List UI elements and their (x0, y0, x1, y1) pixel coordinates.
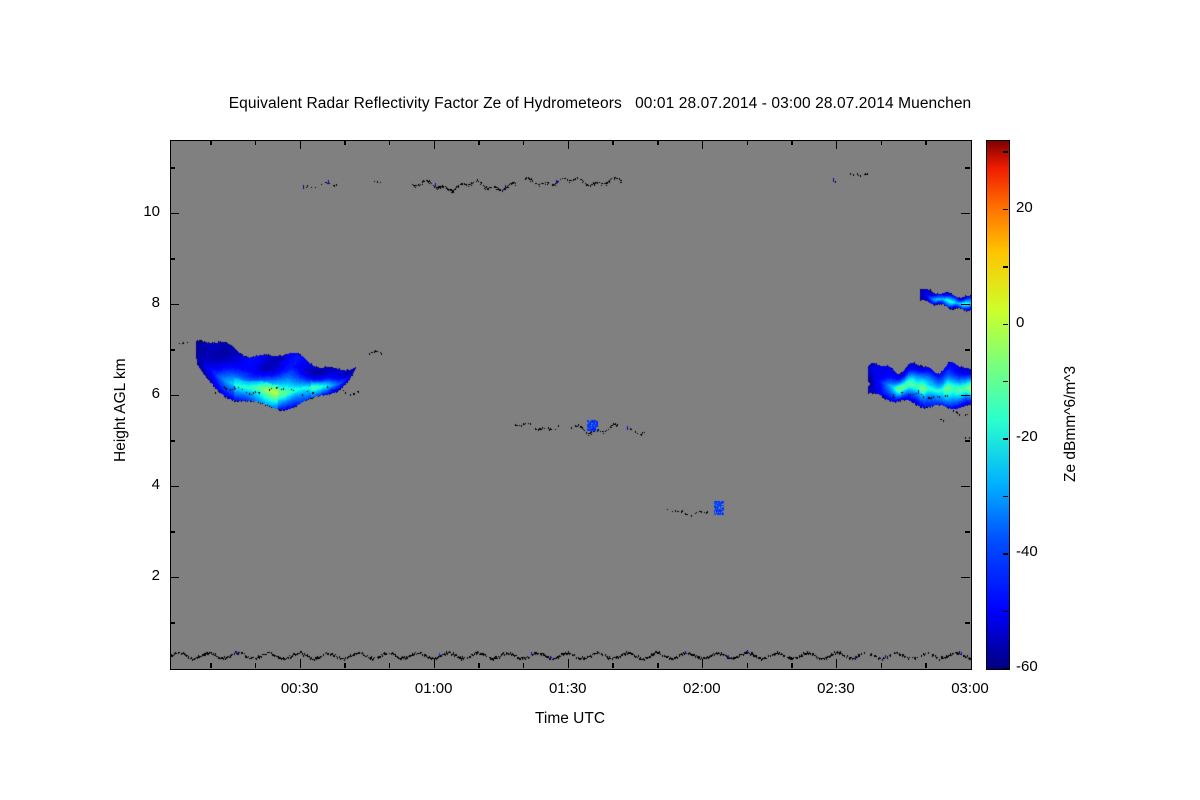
axis-tick (210, 663, 212, 668)
colorbar-tick-label: 0 (1016, 313, 1025, 331)
axis-tick (965, 531, 970, 533)
axis-tick (170, 440, 175, 442)
heatmap-plot-area[interactable] (170, 140, 972, 670)
axis-tick (961, 485, 970, 488)
axis-tick (388, 140, 391, 145)
axis-tick (965, 622, 970, 624)
axis-tick (433, 140, 436, 149)
colorbar-tick (1003, 668, 1008, 670)
colorbar-tick (1003, 266, 1008, 268)
axis-tick (701, 140, 704, 149)
axis-tick (791, 140, 793, 145)
axis-tick (170, 167, 175, 169)
colorbar-tick (1003, 495, 1008, 498)
y-tick-label: 6 (151, 384, 160, 402)
axis-tick (478, 140, 480, 145)
x-tick-label: 01:00 (414, 680, 453, 697)
colorbar-tick-label: -20 (1016, 428, 1038, 446)
x-tick-label: 02:30 (817, 680, 855, 697)
x-tick-label: 01:30 (548, 680, 587, 697)
x-tick-label: 02:00 (683, 680, 721, 697)
axis-tick (170, 531, 175, 533)
axis-tick (925, 663, 927, 668)
axis-tick (880, 663, 882, 668)
axis-tick (961, 303, 970, 306)
y-tick-label: 8 (151, 293, 160, 311)
x-axis-title: Time UTC (534, 710, 606, 727)
axis-tick (746, 663, 748, 668)
colorbar-title: Ze dBmm^6/m^3 (1062, 365, 1079, 482)
colorbar-tick (1003, 208, 1008, 211)
axis-tick (965, 258, 970, 260)
colorbar-tick (1003, 553, 1008, 555)
axis-tick (880, 140, 882, 145)
colorbar-tick-label: 20 (1016, 198, 1033, 216)
axis-tick (170, 394, 179, 397)
chart-title: Equivalent Radar Reflectivity Factor Ze … (228, 95, 972, 112)
colorbar-tick (1003, 323, 1008, 326)
axis-tick (791, 663, 793, 668)
reflectivity-canvas (171, 141, 971, 669)
axis-tick (170, 349, 175, 351)
axis-tick (254, 140, 257, 145)
axis-tick (835, 140, 838, 149)
axis-tick (170, 576, 179, 579)
axis-tick (344, 140, 346, 145)
axis-tick (299, 659, 301, 668)
y-tick-label: 2 (151, 566, 160, 584)
y-axis-title: Height AGL km (112, 358, 129, 462)
y-tick-label: 10 (143, 202, 160, 220)
axis-tick (344, 663, 346, 668)
axis-tick (965, 167, 970, 169)
axis-tick (925, 140, 927, 145)
axis-tick (961, 394, 970, 397)
x-tick-label: 00:30 (280, 680, 319, 697)
colorbar-tick (1003, 610, 1008, 612)
axis-tick (746, 140, 748, 145)
axis-tick (170, 622, 175, 624)
axis-tick (567, 659, 570, 668)
axis-tick (170, 212, 179, 215)
axis-tick (612, 140, 614, 145)
colorbar-tick (1003, 438, 1008, 440)
axis-tick (254, 663, 257, 668)
colorbar-tick (1003, 381, 1008, 383)
axis-tick (170, 303, 179, 306)
axis-tick (657, 140, 659, 145)
axis-tick (567, 140, 570, 149)
colorbar-tick-label: -40 (1016, 543, 1038, 561)
axis-tick (961, 212, 970, 215)
axis-tick (523, 140, 525, 145)
axis-tick (299, 140, 301, 149)
axis-tick (657, 663, 659, 668)
axis-tick (965, 349, 970, 351)
colorbar[interactable] (986, 140, 1010, 670)
axis-tick (612, 663, 614, 668)
axis-tick (170, 258, 175, 260)
y-tick-label: 4 (151, 475, 160, 493)
x-tick-label: 03:00 (951, 680, 989, 697)
axis-tick (478, 663, 480, 668)
axis-tick (388, 663, 391, 668)
axis-tick (701, 659, 704, 668)
axis-tick (170, 485, 179, 488)
axis-tick (523, 663, 525, 668)
colorbar-tick (1003, 151, 1008, 153)
axis-tick (835, 659, 838, 668)
colorbar-tick-label: -60 (1016, 658, 1038, 675)
axis-tick (965, 440, 970, 442)
axis-tick (433, 659, 436, 668)
axis-tick (210, 140, 212, 145)
axis-tick (961, 576, 970, 579)
